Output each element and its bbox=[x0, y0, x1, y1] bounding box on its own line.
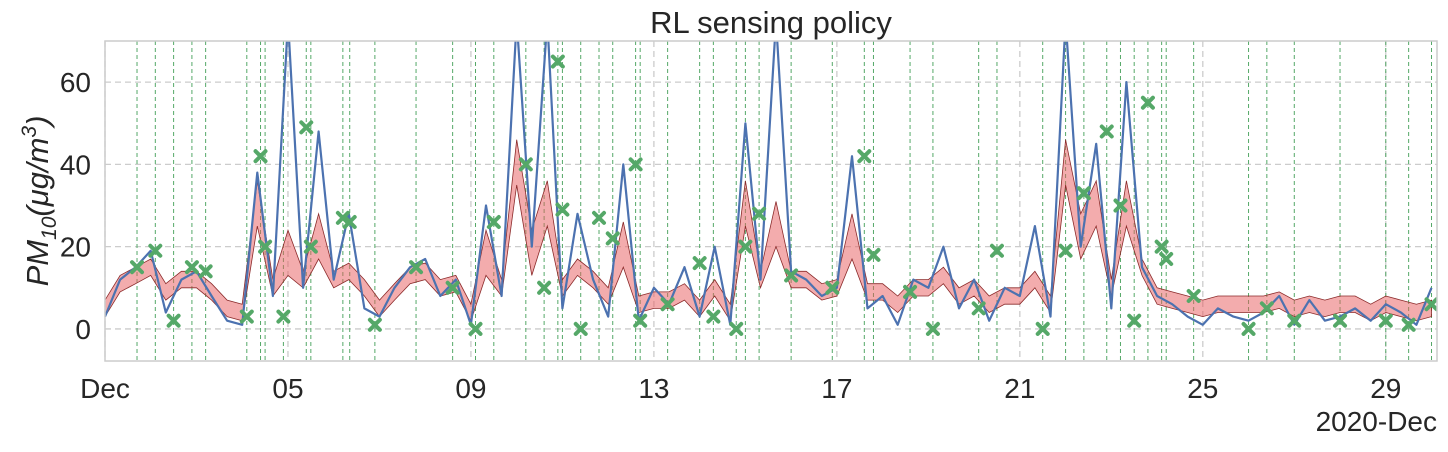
y-tick-label: 60 bbox=[60, 67, 91, 98]
x-offset-label: 2020-Dec bbox=[1316, 406, 1437, 437]
sample-marker bbox=[592, 210, 607, 225]
sample-marker bbox=[1099, 124, 1114, 139]
sample-marker bbox=[738, 239, 753, 254]
sample-marker bbox=[555, 202, 570, 217]
sample-marker bbox=[1186, 289, 1201, 304]
sample-marker bbox=[1401, 317, 1416, 332]
x-tick-label: 09 bbox=[455, 373, 486, 404]
sample-marker bbox=[692, 256, 707, 271]
x-tick-label: Dec bbox=[80, 373, 130, 404]
y-axis-label: PM10(μg/m3) bbox=[18, 116, 61, 287]
x-tick-label: 13 bbox=[638, 373, 669, 404]
sample-marker bbox=[1140, 95, 1155, 110]
y-tick-label: 20 bbox=[60, 232, 91, 263]
sample-marker bbox=[276, 309, 291, 324]
sample-marker bbox=[989, 243, 1004, 258]
sample-marker bbox=[925, 321, 940, 336]
sample-marker bbox=[1333, 313, 1348, 328]
sample-marker bbox=[1378, 313, 1393, 328]
sample-marker bbox=[198, 264, 213, 279]
sample-marker bbox=[239, 309, 254, 324]
sample-marker bbox=[903, 284, 918, 299]
sample-marker bbox=[605, 231, 620, 246]
x-tick-label: 17 bbox=[821, 373, 852, 404]
y-label-part: PM bbox=[20, 240, 55, 287]
sample-marker bbox=[752, 206, 767, 221]
sample-marker bbox=[825, 280, 840, 295]
sample-marker bbox=[1058, 243, 1073, 258]
sample-marker bbox=[299, 120, 314, 135]
sample-marker bbox=[1424, 297, 1437, 312]
sample-marker bbox=[660, 297, 675, 312]
sample-marker bbox=[1154, 239, 1169, 254]
sample-marker bbox=[706, 309, 721, 324]
x-tick-label: 05 bbox=[272, 373, 303, 404]
sample-marker bbox=[468, 321, 483, 336]
sample-marker bbox=[729, 321, 744, 336]
sample-marker bbox=[633, 313, 648, 328]
sample-marker bbox=[409, 260, 424, 275]
sample-marker bbox=[866, 247, 881, 262]
chart-title: RL sensing policy bbox=[650, 5, 892, 40]
plot-area bbox=[105, 41, 1437, 361]
sample-marker bbox=[1259, 301, 1274, 316]
sample-marker bbox=[253, 149, 268, 164]
plot-frame bbox=[104, 40, 1438, 362]
y-label-part: 3 bbox=[18, 126, 41, 138]
sample-marker bbox=[130, 260, 145, 275]
sample-marker bbox=[518, 157, 533, 172]
sample-marker bbox=[784, 268, 799, 283]
sample-marker bbox=[971, 301, 986, 316]
y-tick-label: 0 bbox=[75, 314, 91, 345]
sample-marker bbox=[1113, 198, 1128, 213]
x-tick-label: 21 bbox=[1004, 373, 1035, 404]
sample-marker bbox=[342, 214, 357, 229]
sample-marker bbox=[166, 313, 181, 328]
sample-marker bbox=[367, 317, 382, 332]
y-label-part: ) bbox=[20, 116, 55, 130]
sample-marker bbox=[1241, 321, 1256, 336]
sample-marker bbox=[573, 321, 588, 336]
sample-marker bbox=[550, 54, 565, 69]
sample-marker bbox=[628, 157, 643, 172]
x-tick-label: 25 bbox=[1187, 373, 1218, 404]
sample-marker bbox=[1159, 251, 1174, 266]
y-label-part: (μg/m bbox=[20, 138, 55, 217]
sample-marker bbox=[1127, 313, 1142, 328]
sample-marker bbox=[303, 239, 318, 254]
sample-marker bbox=[486, 214, 501, 229]
sample-marker bbox=[857, 149, 872, 164]
sample-marker bbox=[445, 280, 460, 295]
sample-marker bbox=[184, 260, 199, 275]
sample-marker bbox=[1035, 321, 1050, 336]
sample-marker bbox=[1076, 186, 1091, 201]
series-line bbox=[105, 41, 1433, 326]
y-tick-label: 40 bbox=[60, 149, 91, 180]
sample-marker bbox=[258, 239, 273, 254]
sample-marker bbox=[537, 280, 552, 295]
sample-marker bbox=[1287, 313, 1302, 328]
y-label-part: 10 bbox=[38, 216, 61, 240]
x-tick-label: 29 bbox=[1370, 373, 1401, 404]
uncertainty-band bbox=[105, 139, 1432, 322]
sample-marker bbox=[148, 243, 163, 258]
